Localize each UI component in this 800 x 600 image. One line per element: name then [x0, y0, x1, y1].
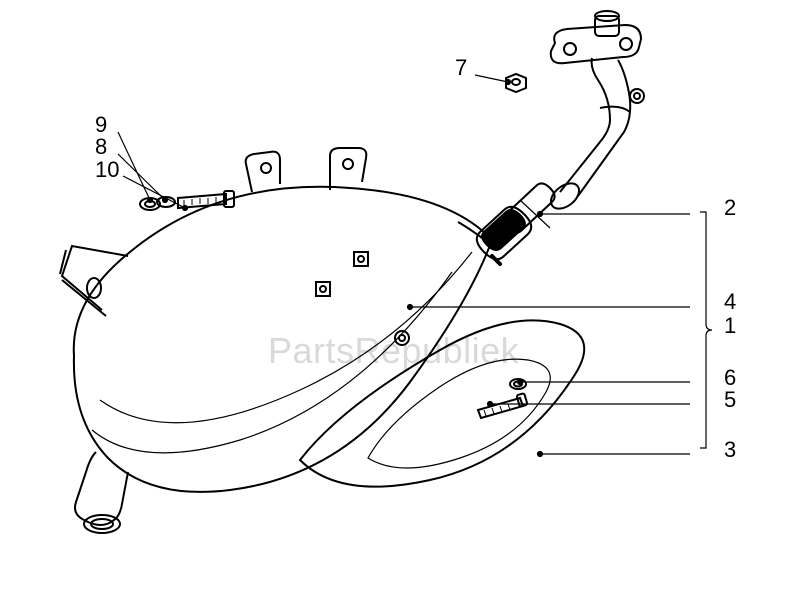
- weld-nut-2: [354, 252, 368, 266]
- callout-7: 7: [455, 55, 467, 81]
- muffler-tailpipe: [75, 452, 128, 533]
- diagram-canvas: PartsRepubliek: [0, 0, 800, 600]
- exhaust-diagram-svg: [0, 0, 800, 600]
- assembly-bracket: [700, 212, 712, 448]
- weld-nut-1: [316, 282, 330, 296]
- exhaust-header-pipe: [546, 11, 644, 214]
- callout-4: 4: [724, 289, 736, 315]
- callout-10: 10: [95, 157, 119, 183]
- callout-6: 6: [724, 365, 736, 391]
- callout-2: 2: [724, 195, 736, 221]
- callout-1: 1: [724, 313, 736, 339]
- leader-lines: [118, 75, 690, 457]
- callout-9: 9: [95, 112, 107, 138]
- callout-3: 3: [724, 437, 736, 463]
